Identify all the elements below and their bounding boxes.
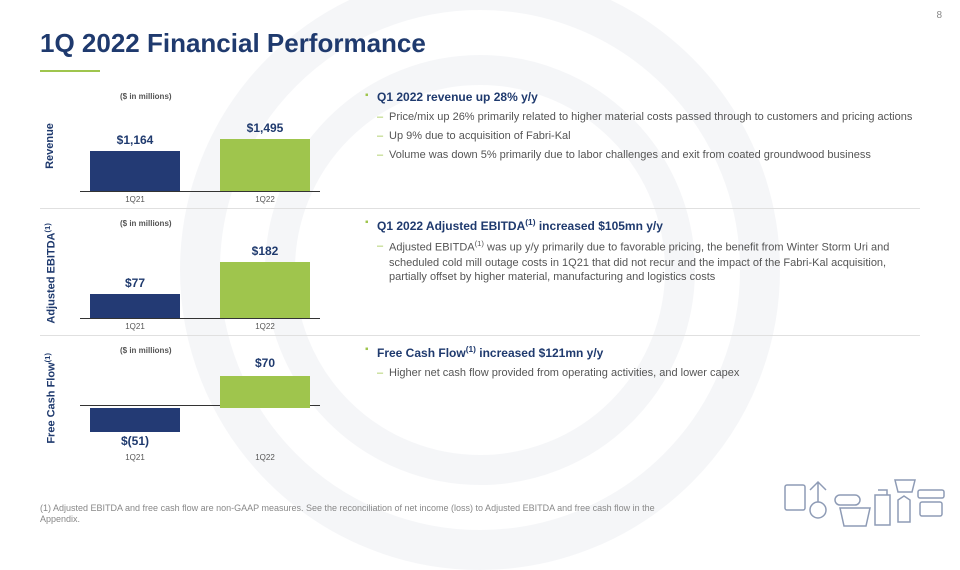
unit-label: ($ in millions)	[60, 342, 340, 355]
chart-fcf: ($ in millions) $(51) 1Q21 $70 1Q22	[60, 342, 340, 455]
bars-fcf: $(51) 1Q21 $70 1Q22	[60, 355, 340, 455]
text-revenue: Q1 2022 revenue up 28% y/y Price/mix up …	[340, 88, 920, 204]
bar-rect	[220, 139, 310, 191]
ylabel-ebitda: Adjusted EBITDA(1)	[40, 215, 60, 331]
bar-1q22: $1,495	[220, 121, 310, 191]
row-revenue: Revenue ($ in millions) $1,164 $1,495 1Q…	[40, 88, 920, 209]
title-underline	[40, 70, 100, 72]
page-number: 8	[936, 10, 942, 21]
xlabel: 1Q21	[90, 453, 180, 462]
xlabel: 1Q22	[220, 195, 310, 204]
bar-rect	[220, 376, 310, 408]
ylabel-revenue: Revenue	[40, 88, 60, 204]
bar-1q21: $77	[90, 276, 180, 318]
xlabel: 1Q22	[220, 322, 310, 331]
bar-rect	[90, 294, 180, 318]
chart-ebitda: ($ in millions) $77 $182 1Q21 1Q22	[60, 215, 340, 331]
unit-label: ($ in millions)	[60, 215, 340, 228]
headline: Free Cash Flow(1) increased $121mn y/y	[365, 344, 920, 360]
unit-label: ($ in millions)	[60, 88, 340, 101]
bar-1q21: $1,164	[90, 133, 180, 191]
headline: Q1 2022 Adjusted EBITDA(1) increased $10…	[365, 217, 920, 233]
bullet: Price/mix up 26% primarily related to hi…	[377, 110, 920, 125]
ylabel-fcf: Free Cash Flow(1)	[40, 342, 60, 455]
bullet: Up 9% due to acquisition of Fabri-Kal	[377, 129, 920, 144]
headline: Q1 2022 revenue up 28% y/y	[365, 90, 920, 104]
bar-1q21-neg: $(51) 1Q21	[90, 361, 180, 455]
footnote: (1) Adjusted EBITDA and free cash flow a…	[40, 503, 660, 526]
bullet: Volume was down 5% primarily due to labo…	[377, 148, 920, 163]
bars-ebitda: $77 $182	[60, 228, 340, 318]
page-title: 1Q 2022 Financial Performance	[40, 28, 426, 59]
packaging-icons	[780, 440, 950, 530]
bars-revenue: $1,164 $1,495	[60, 101, 340, 191]
row-ebitda: Adjusted EBITDA(1) ($ in millions) $77 $…	[40, 215, 920, 336]
xlabel: 1Q22	[220, 453, 310, 462]
bar-1q22-pos: $70 1Q22	[220, 361, 310, 455]
xlabel: 1Q21	[90, 195, 180, 204]
bullet: Higher net cash flow provided from opera…	[377, 366, 920, 381]
text-ebitda: Q1 2022 Adjusted EBITDA(1) increased $10…	[340, 215, 920, 331]
bar-1q22: $182	[220, 244, 310, 318]
content-area: Revenue ($ in millions) $1,164 $1,495 1Q…	[40, 88, 920, 465]
bar-rect	[90, 151, 180, 191]
bar-rect	[90, 408, 180, 432]
text-fcf: Free Cash Flow(1) increased $121mn y/y H…	[340, 342, 920, 455]
bar-rect	[220, 262, 310, 318]
xlabel: 1Q21	[90, 322, 180, 331]
bullet: Adjusted EBITDA(1) was up y/y primarily …	[377, 239, 920, 285]
chart-revenue: ($ in millions) $1,164 $1,495 1Q21 1Q22	[60, 88, 340, 204]
